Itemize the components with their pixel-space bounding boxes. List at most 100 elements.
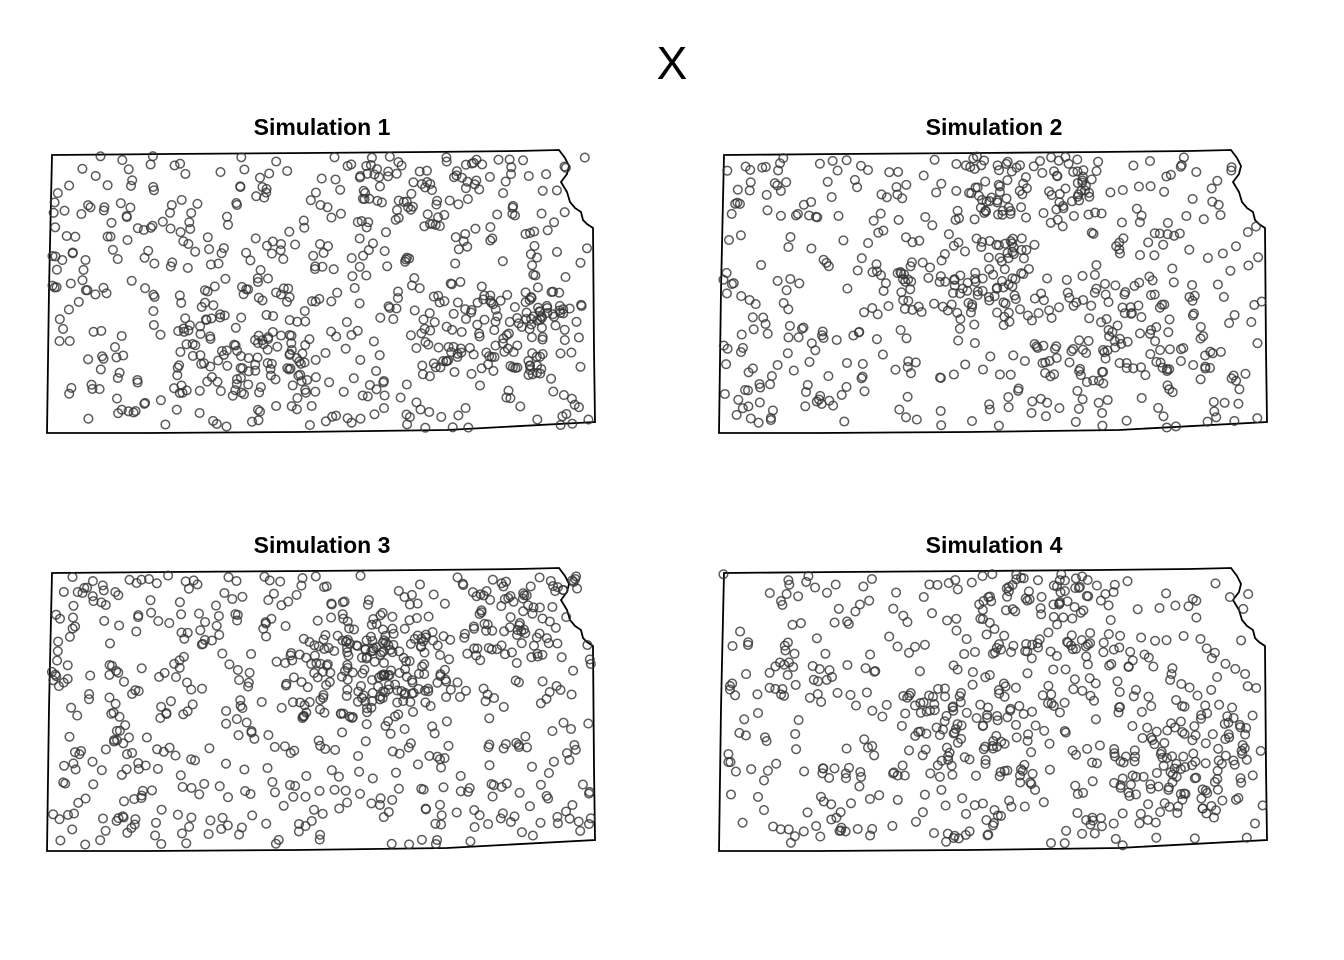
point [1137,633,1146,642]
point [1149,662,1158,671]
point [454,411,463,420]
point [217,825,226,834]
point [100,617,109,626]
point [120,797,129,806]
point [553,813,562,822]
point [312,373,321,382]
point [784,349,793,358]
point [745,186,754,195]
point [1088,777,1097,786]
point [257,383,266,392]
point [952,187,961,196]
point [272,402,281,411]
point [528,261,537,270]
point [860,735,869,744]
point [1219,249,1228,258]
point [237,313,246,322]
point [1047,314,1056,323]
point [816,159,825,168]
point [470,823,479,832]
point [876,209,885,218]
point [1167,670,1176,679]
point [503,291,512,300]
point [454,298,463,307]
point [493,210,502,219]
point [930,829,939,838]
point [53,265,62,274]
point [73,711,82,720]
point [1241,670,1250,679]
point [354,752,363,761]
point [376,182,385,191]
point [1225,319,1234,328]
point [107,219,116,228]
point [500,703,509,712]
point [412,344,421,353]
point [457,328,466,337]
point [1039,691,1048,700]
point [456,772,465,781]
point [1056,708,1065,717]
point [1092,261,1101,270]
point [436,651,445,660]
point [773,277,782,286]
point [486,236,495,245]
point [1202,644,1211,653]
point [467,370,476,379]
point [1249,771,1258,780]
point [556,349,565,358]
point [943,616,952,625]
point [526,802,535,811]
point [1241,370,1250,379]
point [882,701,891,710]
point [356,356,365,365]
point [65,305,74,314]
point [1256,747,1265,756]
point [298,349,307,358]
point [204,830,213,839]
point [242,718,251,727]
point [885,632,894,641]
point [585,820,594,829]
point [67,279,76,288]
point [968,578,977,587]
point [742,670,751,679]
point [1051,345,1060,354]
point [245,669,254,678]
point [981,177,990,186]
point [830,618,839,627]
point [835,605,844,614]
point [177,610,186,619]
point [1192,613,1201,622]
point [485,714,494,723]
point [1204,254,1213,263]
point [550,757,559,766]
point [811,583,820,592]
point [894,168,903,177]
point [553,186,562,195]
point [478,160,487,169]
point [889,604,898,613]
point [1019,710,1028,719]
point [418,361,427,370]
point [1164,328,1173,337]
point [215,782,224,791]
point [1133,605,1142,614]
point [962,635,971,644]
point [757,261,766,270]
point [75,298,84,307]
point [506,613,515,622]
point [1043,398,1052,407]
point [353,327,362,336]
point [1106,616,1115,625]
point [89,577,98,586]
point [394,196,403,205]
point [205,744,214,753]
point [311,356,320,365]
point [1091,271,1100,280]
point [264,274,273,283]
point [393,698,402,707]
point [567,690,576,699]
point [301,307,310,316]
point [736,627,745,636]
